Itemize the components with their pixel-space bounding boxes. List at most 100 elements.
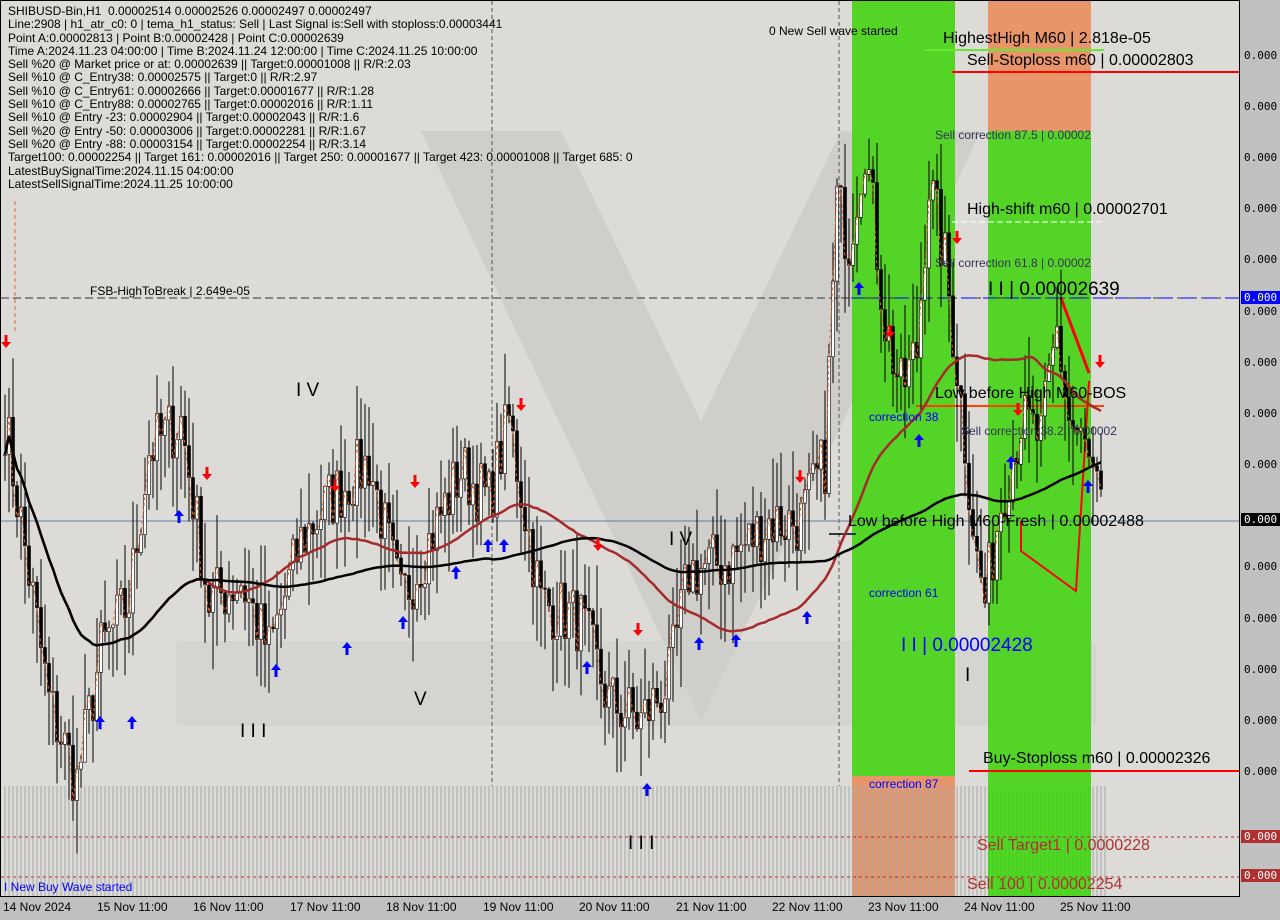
candle-body: [911, 342, 915, 360]
candle-body: [447, 492, 451, 516]
candle-body: [79, 761, 83, 770]
info-line: Time A:2024.11.23 04:00:00 | Time B:2024…: [8, 43, 478, 58]
candle-body: [423, 583, 427, 588]
candle-body: [791, 510, 795, 527]
price-tick-label: 0.000: [1244, 151, 1278, 164]
candle-body: [243, 585, 247, 603]
sell100-price-tag: 0.000: [1241, 869, 1280, 882]
buy-stoploss-label: Buy-Stoploss m60 | 0.00002326: [983, 750, 1211, 767]
candle-body: [683, 564, 687, 591]
chart-plot-area[interactable]: SHIBUSD-Bin,H1 0.00002514 0.00002526 0.0…: [0, 0, 1240, 897]
buy-arrow-icon: [127, 716, 137, 729]
candle-body: [363, 455, 367, 489]
sell-arrow-icon: [1095, 355, 1105, 368]
candle-body: [991, 542, 995, 581]
wave-line: [1020, 380, 1090, 593]
wave-i-label: I: [965, 665, 971, 686]
info-line: Target100: 0.00002254 || Target 161: 0.0…: [8, 150, 633, 165]
sell-correction-875-label: Sell correction 87.5 | 0.00002: [935, 128, 1091, 142]
candle-body: [855, 217, 859, 245]
candle-body: [671, 624, 675, 648]
candle-body: [311, 523, 315, 535]
candle-body: [723, 565, 727, 585]
candle-body: [639, 712, 643, 730]
sell-correction-618-label: Sell correction 61.8 | 0.00002: [935, 256, 1091, 270]
candle-body: [207, 584, 211, 613]
candle-body: [1055, 326, 1059, 348]
wave-iv-label-2: I V: [669, 529, 693, 550]
price-tick-label: 0.000: [1244, 765, 1278, 778]
candle-body: [215, 567, 219, 589]
candle-body: [907, 359, 911, 388]
candle-body: [367, 455, 371, 486]
candle-body: [435, 506, 439, 552]
candle-body: [767, 518, 771, 540]
info-line: Sell %20 @ Entry -50: 0.00003006 || Targ…: [8, 123, 366, 138]
candle-body: [263, 603, 267, 645]
point-ii-label: I I | 0.00002639: [988, 279, 1120, 300]
candle-body: [27, 545, 31, 586]
candle-body: [763, 538, 767, 563]
candle-body: [523, 506, 527, 532]
candle-body: [687, 564, 691, 593]
sell-arrow-icon: [202, 467, 212, 480]
candle-body: [871, 169, 875, 183]
candle-body: [739, 544, 743, 552]
candle-body: [459, 478, 463, 498]
buy-arrow-icon: [582, 661, 592, 674]
sell-arrow-icon: [795, 470, 805, 483]
low-before-high-bos-label: Low before High M60-BOS: [935, 385, 1127, 402]
candle-body: [1087, 439, 1091, 458]
info-line: Sell %10 @ C_Entry61: 0.00002666 || Targ…: [8, 83, 374, 98]
buy-arrow-icon: [802, 611, 812, 624]
wave-line: [1059, 297, 1091, 374]
sell-arrow-icon: [593, 538, 603, 551]
candle-body: [431, 533, 435, 552]
candle-body: [663, 698, 667, 713]
sell-arrow-icon: [410, 475, 420, 488]
candle-body: [1019, 438, 1023, 465]
candle-body: [927, 199, 931, 269]
new-buy-wave-label: I New Buy Wave started: [4, 880, 133, 894]
price-tick-label: 0.000: [1244, 100, 1278, 113]
price-tick-label: 0.000: [1244, 612, 1278, 625]
candle-body: [759, 516, 763, 563]
candle-body: [163, 419, 167, 436]
candle-body: [979, 550, 983, 578]
candle-body: [995, 531, 999, 581]
candle-body: [955, 356, 959, 387]
candle-body: [99, 622, 103, 673]
candle-body: [707, 547, 711, 564]
candle-body: [1095, 465, 1099, 472]
candle-body: [831, 280, 835, 358]
candle-body: [211, 587, 215, 613]
sell-arrow-icon: [516, 398, 526, 411]
buy-arrow-icon: [642, 783, 652, 796]
candle-body: [483, 463, 487, 488]
buy-arrow-icon: [483, 539, 493, 552]
time-tick-label: 16 Nov 11:00: [193, 900, 264, 914]
time-tick-label: 20 Nov 11:00: [579, 900, 650, 914]
candle-body: [1043, 381, 1047, 417]
candle-body: [715, 534, 719, 566]
candle-body: [171, 405, 175, 459]
point-iii-label: I I | 0.00002428: [901, 635, 1033, 656]
candle-body: [731, 545, 735, 584]
candle-body: [467, 447, 471, 506]
candle-body: [319, 519, 323, 530]
candle-body: [407, 575, 411, 601]
sell-arrow-icon: [1, 335, 11, 348]
candle-body: [335, 470, 339, 524]
buy-arrow-icon: [854, 282, 864, 295]
info-line: Point A:0.00002813 | Point B:0.00002428 …: [8, 30, 344, 45]
candle-body: [635, 711, 639, 730]
candle-body: [39, 607, 43, 648]
candle-body: [511, 415, 515, 432]
candle-body: [287, 569, 291, 597]
buy-arrow-icon: [174, 510, 184, 523]
candle-body: [967, 462, 971, 510]
candle-body: [55, 691, 59, 743]
candle-body: [507, 404, 511, 417]
correction-38-label: correction 38: [869, 410, 939, 424]
slow-moving-average: [3, 435, 1102, 647]
